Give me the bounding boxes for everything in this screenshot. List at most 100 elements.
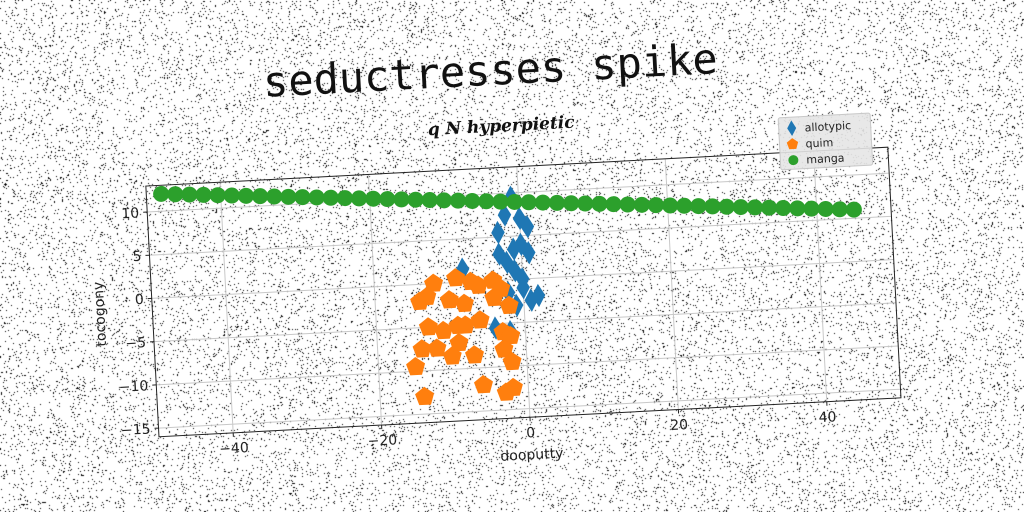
y-tick-label: 5 xyxy=(132,249,142,265)
x-gridline xyxy=(367,174,383,426)
legend-marker-allotypic xyxy=(787,120,797,136)
manga-point xyxy=(464,192,481,209)
quim-point xyxy=(484,287,504,307)
manga-point xyxy=(676,197,693,214)
manga-point xyxy=(280,188,297,205)
quim-point xyxy=(468,275,488,295)
x-tick-label: −40 xyxy=(219,440,249,458)
quim-point xyxy=(424,273,444,293)
manga-point xyxy=(647,197,664,214)
quim-point xyxy=(494,339,514,358)
manga-point xyxy=(308,189,325,206)
manga-point xyxy=(718,198,735,215)
manga-point xyxy=(209,187,226,204)
manga-point xyxy=(789,200,806,217)
allotypic-point xyxy=(455,257,470,281)
manga-point xyxy=(167,186,184,203)
manga-point xyxy=(591,195,608,212)
quim-point xyxy=(464,345,484,364)
manga-point xyxy=(336,190,353,207)
axis-ticks: −40 −20 0 20 40 −15 −10 −5 0 5 10 xyxy=(118,205,837,458)
y-gridline xyxy=(147,172,890,213)
y-gridline xyxy=(153,302,896,343)
quim-point xyxy=(433,320,453,340)
manga-point xyxy=(421,192,438,209)
x-gridline xyxy=(664,158,679,410)
quim-point xyxy=(446,268,466,287)
manga-point xyxy=(492,193,509,210)
quim-point xyxy=(502,351,522,371)
quim-point xyxy=(501,325,521,345)
chart-subtitle: q N hyperpietic xyxy=(427,113,575,141)
manga-point xyxy=(266,188,283,205)
manga-point xyxy=(407,191,424,208)
manga-point xyxy=(548,194,565,211)
data-marks xyxy=(153,185,862,406)
manga-point xyxy=(775,200,792,217)
y-tick-label: 0 xyxy=(134,292,144,308)
allotypic-point xyxy=(491,220,505,245)
manga-point xyxy=(817,200,834,217)
quim-point xyxy=(449,333,469,352)
manga-point xyxy=(153,185,170,202)
allotypic-point xyxy=(522,240,536,265)
y-gridline xyxy=(156,345,899,386)
legend-label-manga: manga xyxy=(806,151,845,166)
manga-point xyxy=(619,196,636,213)
x-tick-label: −20 xyxy=(367,432,397,450)
quim-point xyxy=(442,346,462,365)
manga-point xyxy=(379,191,396,208)
chart-title: seductresses spike xyxy=(262,34,719,107)
manga-point xyxy=(746,199,763,216)
manga-point xyxy=(252,188,269,205)
allotypic-point xyxy=(524,288,539,312)
manga-point xyxy=(351,190,368,207)
manga-point xyxy=(831,201,848,218)
x-tick-label: 0 xyxy=(526,425,536,441)
quim-point xyxy=(455,315,475,334)
allotypic-point xyxy=(531,283,546,308)
manga-point xyxy=(732,199,749,216)
manga-point xyxy=(803,200,820,217)
quim-point xyxy=(415,386,435,406)
manga-point xyxy=(605,196,622,213)
quim-point xyxy=(406,356,426,376)
manga-point xyxy=(294,189,311,206)
chart-root: seductresses spike q N hyperpietic −40 −2… xyxy=(91,34,902,465)
quim-point xyxy=(496,382,516,401)
manga-point xyxy=(450,192,467,209)
x-tick-label: 40 xyxy=(818,409,837,426)
manga-point xyxy=(704,198,721,215)
x-gridline xyxy=(813,151,828,402)
allotypic-point xyxy=(520,215,535,239)
allotypic-point xyxy=(516,275,530,300)
legend-label-allotypic: allotypic xyxy=(804,119,851,134)
manga-point xyxy=(478,193,495,210)
quim-point xyxy=(410,291,430,311)
manga-point xyxy=(662,197,679,214)
manga-point xyxy=(761,199,778,216)
manga-point xyxy=(365,190,382,207)
manga-point xyxy=(195,186,212,203)
quim-point xyxy=(454,293,474,313)
legend-marker-quim xyxy=(786,138,799,150)
manga-point xyxy=(181,186,198,203)
manga-point xyxy=(845,201,862,218)
manga-point xyxy=(435,192,452,209)
manga-point xyxy=(393,191,410,208)
quim-point xyxy=(427,338,447,357)
manga-point xyxy=(237,187,254,204)
quim-point xyxy=(439,290,459,309)
x-gridline xyxy=(219,182,234,433)
quim-point xyxy=(473,375,493,394)
legend-marker-manga xyxy=(788,155,799,166)
y-tick-label: −10 xyxy=(118,378,148,396)
y-gridline xyxy=(158,388,901,429)
legend-label-quim: quim xyxy=(805,136,833,150)
manga-point xyxy=(520,194,537,211)
manga-point xyxy=(534,194,551,211)
x-tick-label: 20 xyxy=(670,417,689,434)
manga-point xyxy=(577,195,594,212)
